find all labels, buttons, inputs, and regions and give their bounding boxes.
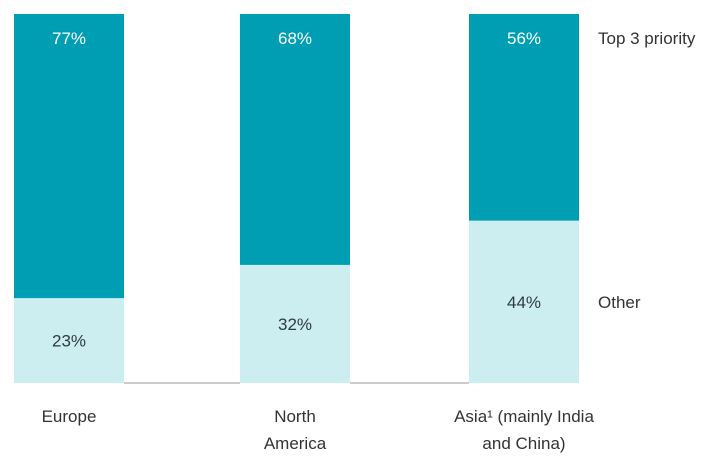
bar-segment-top-priority	[14, 14, 124, 299]
data-label-top-priority: 68%	[278, 29, 312, 48]
legend-label-other: Other	[598, 293, 641, 312]
legend-layer: Other Top 3 priority	[598, 29, 696, 312]
category-label: Europe	[42, 407, 97, 426]
category-label-line: America	[264, 434, 327, 453]
data-label-other: 32%	[278, 315, 312, 334]
category-label-line: North	[274, 407, 316, 426]
data-label-top-priority: 77%	[52, 29, 86, 48]
value-label-layer: 23% 77% 32% 68% 44% 56%	[52, 29, 541, 351]
category-label: North America	[264, 407, 327, 453]
category-label-line: Asia¹ (mainly India	[454, 407, 594, 426]
bar-segment-other	[14, 298, 124, 383]
legend-label-top-priority: Top 3 priority	[598, 29, 696, 48]
category-label-line: Europe	[42, 407, 97, 426]
category-layer: Europe North America Asia¹ (mainly India and…	[42, 407, 595, 453]
bar-segment-top-priority	[469, 14, 579, 221]
bar-segment-other	[240, 264, 350, 383]
category-label-line: and China)	[482, 434, 565, 453]
data-label-other: 44%	[507, 293, 541, 312]
bar-layer	[14, 14, 579, 383]
data-label-other: 23%	[52, 332, 86, 351]
category-label: Asia¹ (mainly India and China)	[454, 407, 594, 453]
bar-segment-top-priority	[240, 14, 350, 265]
data-label-top-priority: 56%	[507, 29, 541, 48]
bar-segment-other	[469, 220, 579, 383]
